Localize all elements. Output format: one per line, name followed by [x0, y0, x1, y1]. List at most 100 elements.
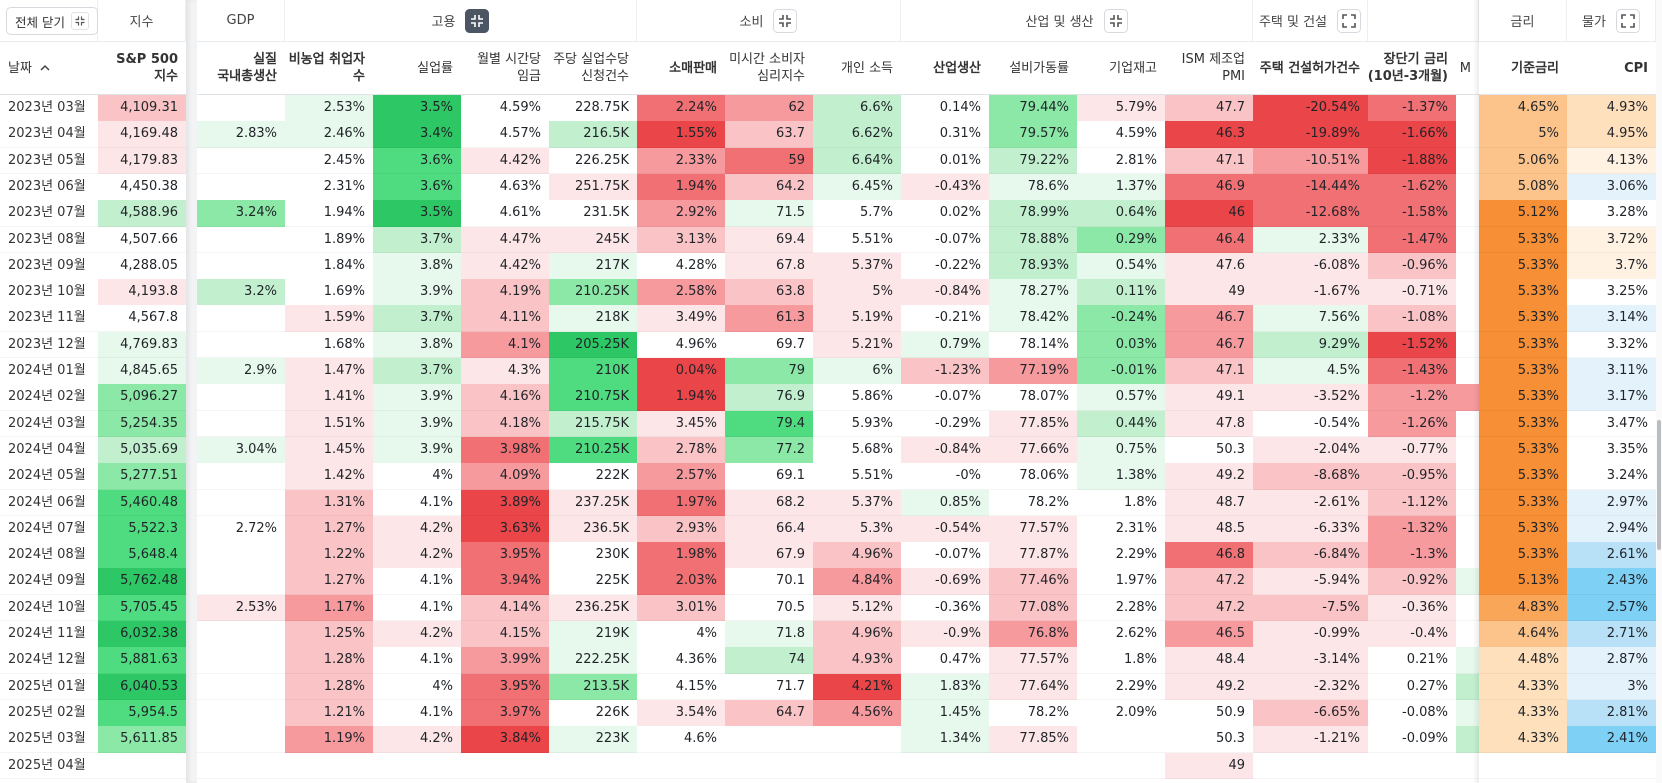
- date-cell: 2023년 11월: [0, 305, 98, 333]
- cell-text: 77.87%: [1019, 547, 1069, 563]
- value-cell: 2.72%: [197, 515, 285, 543]
- value-cell: 2.09%: [1077, 699, 1165, 727]
- cell-text: 6,040.53: [120, 678, 178, 694]
- value-cell: [549, 752, 637, 780]
- value-cell: 4.2%: [373, 542, 461, 569]
- value-cell: 2.61%: [1567, 542, 1656, 569]
- scrollbar-track: [1656, 0, 1662, 783]
- value-cell: 3.47%: [1567, 410, 1656, 438]
- value-cell: 5.33%: [1479, 252, 1567, 280]
- value-cell: 1.28%: [285, 673, 373, 701]
- cell-text: 6%: [872, 363, 893, 378]
- value-cell: 0.03%: [1077, 331, 1165, 359]
- cell-text: 5.33%: [1517, 336, 1559, 352]
- value-cell: 251.75K: [549, 173, 637, 201]
- cell-text: 0.01%: [939, 152, 981, 168]
- cell-text: -0.36%: [1402, 599, 1448, 615]
- column-header: 주택 건설허가건수: [1253, 42, 1368, 95]
- cell-text: 5.21%: [851, 336, 893, 352]
- date-cell: 2024년 03월: [0, 410, 98, 438]
- close-all-button[interactable]: 전체 닫기: [6, 7, 98, 35]
- cell-text: 0.44%: [1115, 415, 1157, 431]
- value-cell: [1456, 594, 1479, 622]
- value-cell: 4.47%: [461, 226, 549, 254]
- column-group: 금리: [1479, 0, 1567, 42]
- cell-text: -3.14%: [1314, 652, 1360, 668]
- cell-text: 3.7%: [419, 363, 453, 378]
- value-cell: -1.66%: [1368, 121, 1456, 149]
- value-cell: 46.3: [1165, 121, 1253, 149]
- cell-text: 78.42%: [1019, 310, 1069, 326]
- cell-text: 2.28%: [1115, 599, 1157, 615]
- value-cell: -6.84%: [1253, 542, 1368, 569]
- value-cell: -0.08%: [1368, 699, 1456, 727]
- header-text: 개인 소득: [841, 60, 893, 76]
- cell-text: 5.51%: [851, 231, 893, 247]
- value-cell: 2.83%: [197, 121, 285, 149]
- cell-text: 3.6%: [419, 152, 453, 168]
- value-cell: -0.07%: [901, 226, 989, 254]
- scrollbar-thumb[interactable]: [1657, 420, 1661, 550]
- expand-icon[interactable]: [1337, 8, 1362, 33]
- value-cell: 77.64%: [989, 673, 1077, 701]
- collapse-icon[interactable]: [70, 12, 89, 30]
- value-cell: 5.51%: [813, 226, 901, 254]
- value-cell: -19.89%: [1253, 121, 1368, 149]
- cell-text: 64.2: [776, 178, 805, 194]
- cell-text: 3.45%: [675, 415, 717, 431]
- cell-text: 4.42%: [499, 152, 541, 168]
- value-cell: 5.33%: [1479, 410, 1567, 438]
- value-cell: 2.81%: [1567, 699, 1656, 727]
- header-text: 심리지수: [757, 69, 805, 84]
- cell-text: 4.3%: [507, 363, 541, 378]
- value-cell: 0.27%: [1368, 673, 1456, 701]
- cell-text: -0.21%: [935, 310, 981, 326]
- header-text: 산업생산: [933, 60, 981, 76]
- cell-text: 1.45%: [939, 704, 981, 720]
- value-cell: 1.45%: [901, 699, 989, 727]
- value-cell: -0%: [901, 463, 989, 490]
- cell-text: 1.25%: [323, 626, 365, 641]
- value-cell: [1479, 752, 1567, 780]
- cell-text: 2.31%: [323, 178, 365, 194]
- value-cell: -6.33%: [1253, 515, 1368, 543]
- cell-text: 5.33%: [1517, 441, 1559, 457]
- value-cell: 0.75%: [1077, 436, 1165, 464]
- sort-header[interactable]: 날짜: [8, 60, 50, 77]
- value-cell: 5.13%: [1479, 568, 1567, 596]
- cell-text: 5,762.48: [120, 573, 178, 589]
- value-cell: 5.12%: [1479, 200, 1567, 227]
- value-cell: 222K: [549, 463, 637, 490]
- value-cell: -3.52%: [1253, 384, 1368, 412]
- collapse-icon[interactable]: [1103, 8, 1128, 33]
- value-cell: 5.06%: [1479, 147, 1567, 175]
- value-cell: 5.86%: [813, 384, 901, 412]
- value-cell: -8.68%: [1253, 463, 1368, 490]
- cell-text: -10.51%: [1305, 152, 1360, 168]
- value-cell: -1.2%: [1368, 384, 1456, 412]
- date-cell: 2023년 07월: [0, 200, 98, 227]
- date-cell: 2023년 03월: [0, 95, 98, 122]
- value-cell: [197, 226, 285, 254]
- expand-icon[interactable]: [1615, 8, 1640, 33]
- cell-text: 2024년 12월: [8, 652, 86, 668]
- cell-text: 2023년 05월: [8, 152, 86, 168]
- value-cell: 5,277.51: [98, 463, 186, 490]
- date-cell: 2025년 03월: [0, 726, 98, 753]
- sort-asc-icon[interactable]: [40, 64, 50, 72]
- column-header[interactable]: 날짜: [0, 42, 98, 95]
- value-cell: 70.1: [725, 568, 813, 596]
- cell-text: -20.54%: [1305, 100, 1360, 115]
- collapse-icon[interactable]: [465, 8, 490, 33]
- value-cell: 79.57%: [989, 121, 1077, 149]
- cell-text: 4.63%: [499, 178, 541, 194]
- value-cell: 3.94%: [461, 568, 549, 596]
- cell-text: 4,288.05: [120, 257, 178, 273]
- cell-text: -1.66%: [1402, 126, 1448, 142]
- value-cell: [1567, 752, 1656, 780]
- value-cell: 47.8: [1165, 410, 1253, 438]
- collapse-icon[interactable]: [773, 8, 798, 33]
- value-cell: 59: [725, 147, 813, 175]
- value-cell: 1.38%: [1077, 463, 1165, 490]
- value-cell: [197, 726, 285, 753]
